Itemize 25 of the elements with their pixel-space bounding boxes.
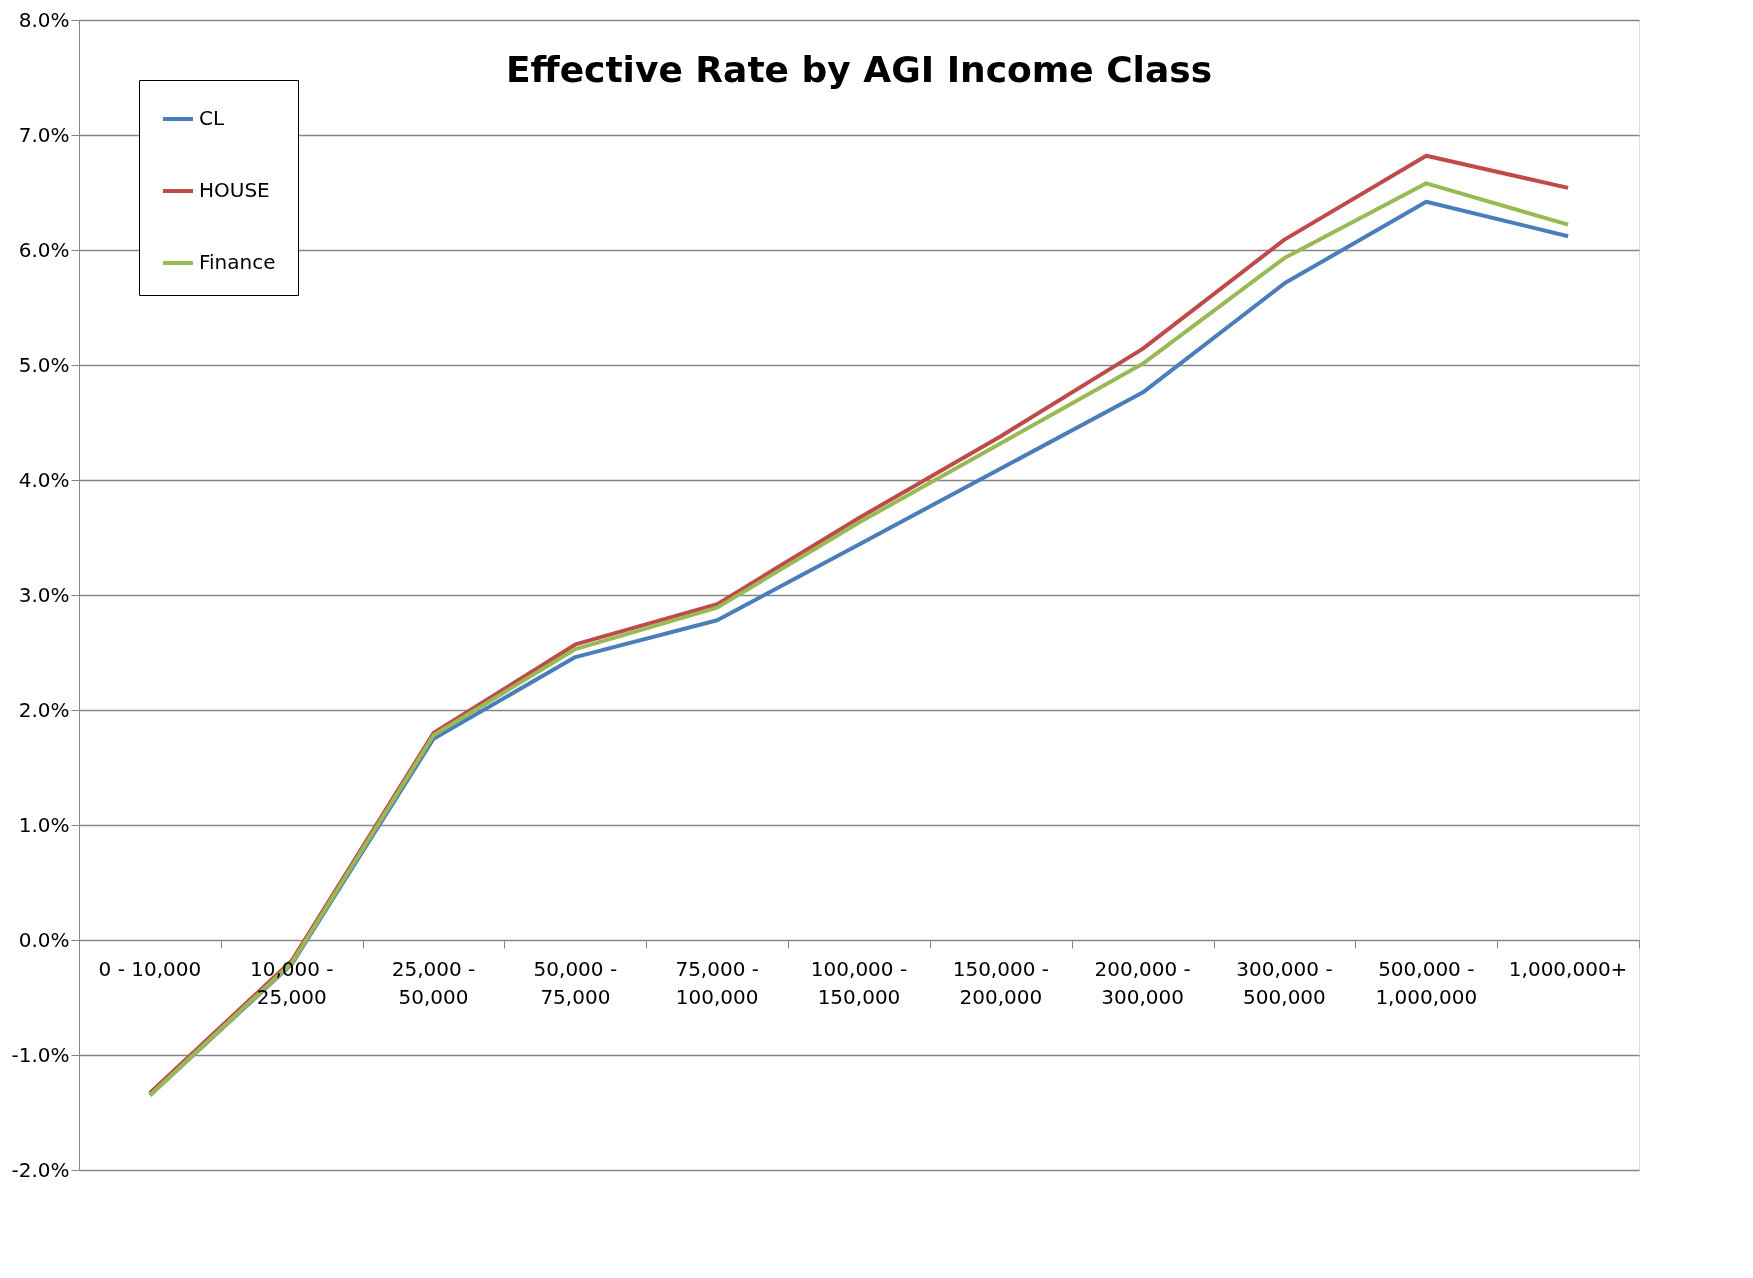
y-tick-label: 2.0% bbox=[18, 697, 70, 722]
y-tick-label: 8.0% bbox=[18, 7, 70, 32]
y-tick-label: 3.0% bbox=[18, 582, 70, 607]
x-tick-label: 1,000,000+ bbox=[1508, 957, 1628, 981]
x-tick-label: 75,000 - 100,000 bbox=[675, 957, 759, 1009]
y-tick-label: 0.0% bbox=[18, 927, 70, 952]
legend-label: HOUSE bbox=[199, 178, 270, 202]
x-tick-label: 25,000 - 50,000 bbox=[391, 957, 476, 1009]
x-tick-label: 100,000 - 150,000 bbox=[810, 957, 908, 1009]
legend-label: Finance bbox=[199, 250, 276, 274]
x-tick-label: 200,000 - 300,000 bbox=[1094, 957, 1191, 1009]
x-tick-label: 300,000 - 500,000 bbox=[1236, 957, 1333, 1009]
x-tick-label: 150,000 - 200,000 bbox=[952, 957, 1049, 1009]
y-tick-label: -2.0% bbox=[11, 1157, 70, 1182]
y-tick-label: -1.0% bbox=[11, 1042, 70, 1067]
y-tick-label: 1.0% bbox=[18, 812, 70, 837]
y-tick-label: 4.0% bbox=[18, 467, 70, 492]
x-tick-label: 50,000 - 75,000 bbox=[533, 957, 618, 1009]
y-tick-label: 5.0% bbox=[18, 352, 70, 377]
x-tick-label: 0 - 10,000 bbox=[98, 957, 202, 981]
legend-label: CL bbox=[199, 106, 225, 130]
text: Effective Rate by AGI Income Class bbox=[505, 49, 1213, 90]
y-tick-label: 7.0% bbox=[18, 122, 70, 147]
x-tick-label: 500,000 - 1,000,000 bbox=[1375, 957, 1478, 1009]
y-tick-label: 6.0% bbox=[18, 237, 70, 262]
